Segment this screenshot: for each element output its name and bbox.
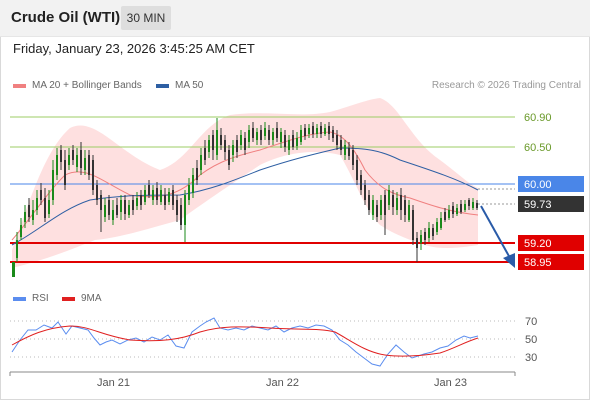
- x-tick-jan21: Jan 21: [97, 377, 130, 389]
- ma50-swatch: [156, 83, 169, 88]
- rsi-tick-50: 50: [525, 334, 537, 346]
- rsi-tick-30: 30: [525, 352, 537, 364]
- rsi-ma-legend: 9MA: [62, 293, 102, 304]
- rsi-swatch: [13, 296, 26, 301]
- s2-badge: [518, 254, 584, 270]
- x-tick-jan22: Jan 22: [266, 377, 299, 389]
- price-candles: [12, 118, 478, 277]
- forecast-arrowhead: [503, 253, 515, 268]
- ma20-legend: MA 20 + Bollinger Bands: [13, 80, 142, 91]
- last-price-label: 59.73: [524, 199, 552, 211]
- rsi-tick-70: 70: [525, 316, 537, 328]
- ma20-line: [11, 131, 479, 241]
- timestamp: Friday, January 23, 2026 3:45:25 AM CET: [13, 41, 255, 56]
- ma50-legend-label: MA 50: [175, 80, 204, 91]
- instrument-title: Crude Oil (WTI): [11, 9, 121, 26]
- rsi-ma-swatch: [62, 296, 75, 301]
- bollinger-band: [12, 98, 478, 268]
- x-tick-jan23: Jan 23: [434, 377, 467, 389]
- rsi-line: [11, 317, 479, 367]
- r2-label: 60.90: [524, 112, 552, 124]
- timeframe-button[interactable]: 30 MIN: [121, 6, 171, 30]
- r1-label: 60.50: [524, 142, 552, 154]
- forecast-arrow: [480, 205, 511, 259]
- rsi-ma-legend-label: 9MA: [81, 293, 102, 304]
- ma20-legend-label: MA 20 + Bollinger Bands: [32, 80, 142, 91]
- rsi-legend: RSI: [13, 293, 49, 304]
- chart-header: Crude Oil (WTI) 30 MIN: [0, 0, 590, 37]
- last-price-badge: [518, 196, 584, 212]
- ma50-legend: MA 50: [156, 80, 203, 91]
- s1-badge: [518, 235, 584, 251]
- s2-label: 58.95: [524, 257, 552, 269]
- ma50-line: [11, 147, 479, 246]
- research-credit: Research © 2026 Trading Central: [431, 80, 581, 91]
- rsi-ma-line: [11, 325, 479, 357]
- rsi-legend-label: RSI: [32, 293, 49, 304]
- s1-label: 59.20: [524, 238, 552, 250]
- ma20-swatch: [13, 83, 26, 88]
- pivot-badge: [518, 176, 584, 192]
- pivot-label: 60.00: [524, 179, 552, 191]
